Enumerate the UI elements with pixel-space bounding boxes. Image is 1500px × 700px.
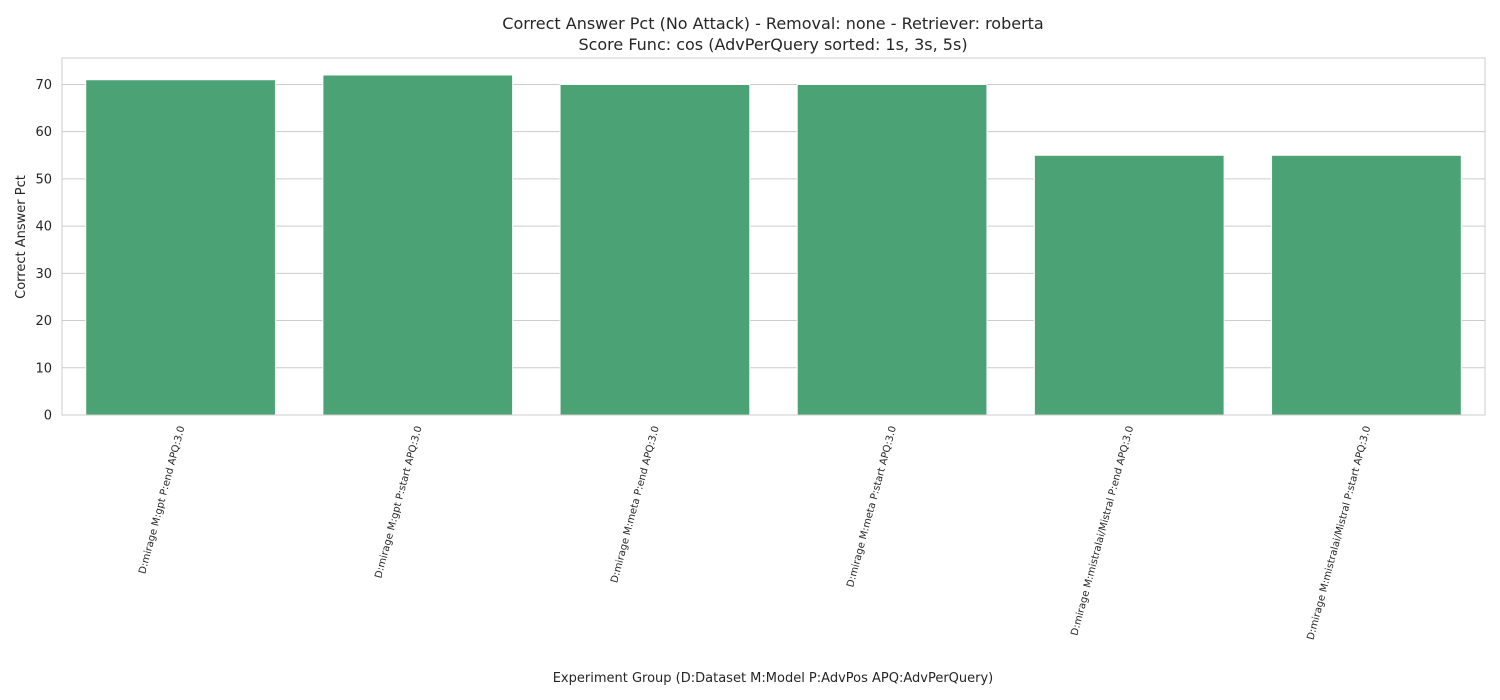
y-tick-label: 70 <box>35 78 52 93</box>
x-tick-label: D:mirage M:meta P:end APQ:3.0 <box>609 425 662 584</box>
y-tick-label: 50 <box>35 172 52 187</box>
chart-title: Correct Answer Pct (No Attack) - Removal… <box>502 14 1043 33</box>
y-tick-label: 60 <box>35 125 52 140</box>
bar <box>322 74 514 416</box>
x-tick-label: D:mirage M:gpt P:end APQ:3.0 <box>137 425 187 575</box>
bar <box>1271 154 1462 416</box>
y-tick-label: 30 <box>35 267 52 282</box>
x-tick-label: D:mirage M:mistralai/Mistral P:start APQ… <box>1305 425 1373 641</box>
y-tick-label: 40 <box>35 220 52 235</box>
bar <box>796 83 988 416</box>
y-tick-label: 10 <box>35 361 52 376</box>
x-tick-labels: D:mirage M:gpt P:end APQ:3.0 D:mirage M:g… <box>137 425 1373 641</box>
chart-subtitle: Score Func: cos (AdvPerQuery sorted: 1s,… <box>578 35 967 54</box>
plot-frame <box>61 57 1486 416</box>
gridlines <box>62 83 1485 416</box>
y-tick-label: 20 <box>35 314 52 329</box>
bars <box>85 74 1462 416</box>
x-axis-label: Experiment Group (D:Dataset M:Model P:Ad… <box>553 671 994 686</box>
x-tick-label: D:mirage M:gpt P:start APQ:3.0 <box>373 425 424 580</box>
bar <box>85 79 276 416</box>
bar <box>559 83 751 416</box>
y-tick-labels: 0 10 20 30 40 50 60 70 <box>35 78 52 424</box>
y-axis-label: Correct Answer Pct <box>14 175 29 299</box>
bar <box>1033 154 1225 416</box>
y-tick-label: 0 <box>44 409 52 424</box>
x-tick-label: D:mirage M:meta P:start APQ:3.0 <box>845 425 899 589</box>
x-tick-label: D:mirage M:mistralai/Mistral P:end APQ:3… <box>1069 425 1136 637</box>
